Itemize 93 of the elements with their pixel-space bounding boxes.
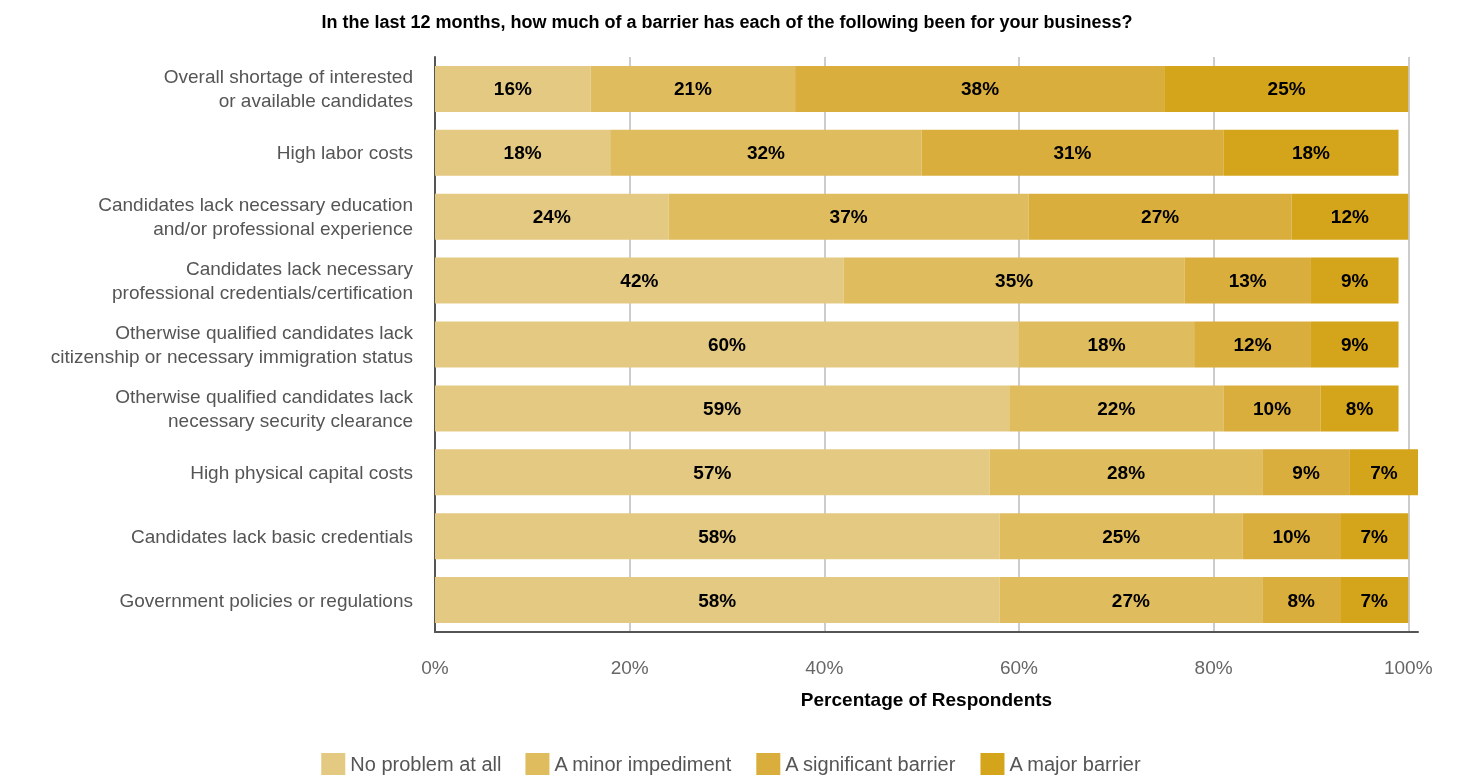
x-tick-label: 100%: [1383, 657, 1433, 678]
data-label: 7%: [1370, 461, 1398, 483]
data-label: 27%: [1141, 206, 1180, 228]
bar: [1018, 321, 1195, 368]
data-label: 12%: [1233, 334, 1272, 355]
data-label: 58%: [698, 589, 737, 611]
bar: [843, 257, 1185, 304]
bar: [435, 257, 844, 304]
bar: [590, 65, 796, 112]
bar: [435, 385, 1010, 432]
data-label: 18%: [1087, 334, 1126, 355]
data-label: 12%: [1330, 206, 1369, 228]
data-label: 8%: [1287, 589, 1316, 611]
bar: [1223, 129, 1399, 176]
bar: [435, 321, 1019, 368]
data-label: 25%: [1102, 525, 1141, 547]
y-tick-label: High physical capital costs: [190, 461, 413, 483]
y-tick-label: High labor costs: [276, 142, 413, 164]
data-label: 13%: [1228, 270, 1267, 292]
bar: [1320, 385, 1399, 432]
bar: [435, 193, 669, 240]
data-label: 21%: [673, 78, 713, 100]
bar: [435, 577, 1000, 624]
bar: [1310, 321, 1399, 368]
bar: [435, 129, 611, 176]
data-label: 32%: [746, 142, 786, 164]
data-label: 38%: [961, 78, 1000, 100]
bar: [1242, 513, 1341, 560]
data-label: 18%: [1291, 142, 1331, 164]
data-label: 9%: [1292, 461, 1320, 483]
data-label: 9%: [1341, 334, 1369, 355]
data-label: 24%: [532, 206, 571, 228]
legend-label: A significant barrier: [785, 753, 956, 775]
x-tick-label: 60%: [999, 657, 1039, 678]
bar: [999, 577, 1263, 624]
bar: [921, 129, 1224, 176]
data-label: 31%: [1053, 142, 1092, 164]
data-label: 57%: [693, 461, 732, 483]
data-label: 22%: [1097, 397, 1136, 419]
bar: [1223, 385, 1321, 432]
legend-label: No problem at all: [350, 753, 502, 775]
bar: [435, 65, 591, 112]
bar: [999, 513, 1243, 560]
bar: [989, 449, 1263, 496]
data-label: 7%: [1360, 589, 1389, 611]
data-label: 59%: [703, 397, 742, 419]
bar: [1164, 65, 1409, 112]
bar: [1184, 257, 1311, 304]
bar: [1262, 449, 1350, 496]
bar: [1009, 385, 1224, 432]
data-label: 25%: [1267, 78, 1306, 100]
x-axis-title: Percentage of Respondents: [800, 689, 1053, 710]
data-label: 35%: [995, 270, 1034, 292]
bar: [435, 449, 990, 496]
y-tick-label: Government policies or regulations: [119, 589, 413, 611]
data-label: 8%: [1345, 397, 1374, 419]
chart-title: In the last 12 months, how much of a barrier has each of the following been for your business?: [321, 12, 1133, 32]
data-label: 7%: [1360, 525, 1389, 547]
bar: [1310, 257, 1399, 304]
bar: [610, 129, 922, 176]
data-label: 58%: [698, 525, 737, 547]
data-label: 60%: [707, 334, 747, 355]
x-tick-label: 80%: [1194, 657, 1233, 678]
y-tick-label: Otherwise qualified candidates lack citizenship or necessary immigration status: [50, 322, 414, 367]
data-label: 27%: [1111, 589, 1150, 611]
bar: [1194, 321, 1311, 368]
y-tick-label: Candidates lack basic credentials: [131, 525, 413, 547]
data-label: 18%: [503, 142, 542, 164]
x-tick-label: 0%: [421, 657, 449, 678]
bar: [668, 193, 1029, 240]
data-label: 9%: [1341, 270, 1369, 292]
data-label: 42%: [620, 270, 659, 292]
y-tick-label: Overall shortage of interested or available candidates: [163, 66, 413, 112]
legend-label: A major barrier: [1009, 753, 1141, 775]
y-tick-label: Otherwise qualified candidates lack necessary security clearance: [115, 385, 414, 431]
y-tick-label: Candidates lack necessary education and/or professional experience: [98, 194, 413, 240]
x-tick-label: 40%: [805, 657, 844, 678]
data-label: 10%: [1272, 525, 1311, 547]
bar: [1262, 577, 1341, 624]
bar: [1291, 193, 1409, 240]
bar: [435, 513, 1000, 560]
data-label: 10%: [1252, 397, 1292, 419]
bar: [795, 65, 1165, 112]
bar: [1340, 577, 1409, 624]
legend-label: A minor impediment: [554, 753, 732, 775]
bar: [1028, 193, 1292, 240]
bar: [1349, 449, 1418, 496]
data-label: 28%: [1107, 461, 1146, 483]
y-tick-label: Candidates lack necessary professional credentials/certification: [112, 258, 414, 304]
data-label: 16%: [493, 78, 532, 100]
x-tick-label: 20%: [610, 657, 649, 678]
data-label: 37%: [829, 206, 868, 228]
bar: [1340, 513, 1409, 560]
